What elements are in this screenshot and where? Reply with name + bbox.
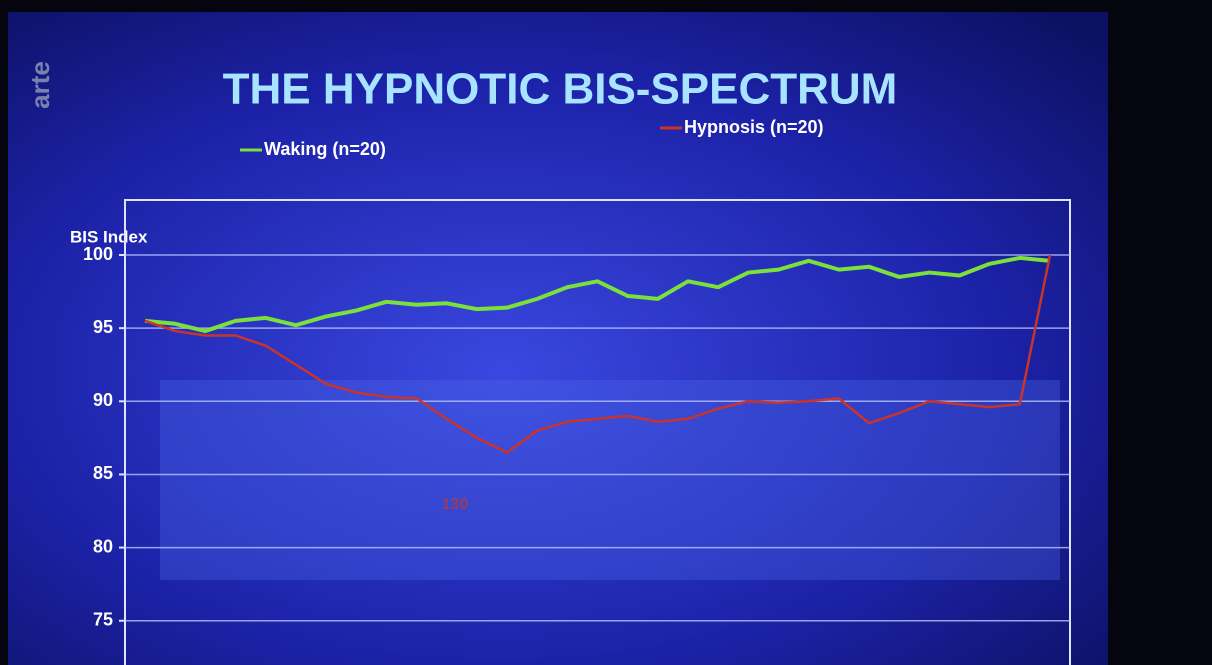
y-tick-label: 80 [93, 536, 113, 556]
y-tick-label: 90 [93, 390, 113, 410]
y-tick-label: 100 [83, 244, 113, 264]
y-tick-label: 85 [93, 463, 113, 483]
legend-label: Waking (n=20) [264, 139, 386, 159]
glare [160, 380, 1060, 580]
y-tick-label: 75 [93, 609, 113, 629]
y-tick-label: 95 [93, 317, 113, 337]
chart-title: THE HYPNOTIC BIS-SPECTRUM [223, 65, 898, 114]
watermark: arte [25, 61, 55, 109]
chart: arte THE HYPNOTIC BIS-SPECTRUM BIS Index… [0, 0, 1212, 665]
annotation: 130 [442, 496, 469, 513]
legend-label: Hypnosis (n=20) [684, 117, 824, 137]
